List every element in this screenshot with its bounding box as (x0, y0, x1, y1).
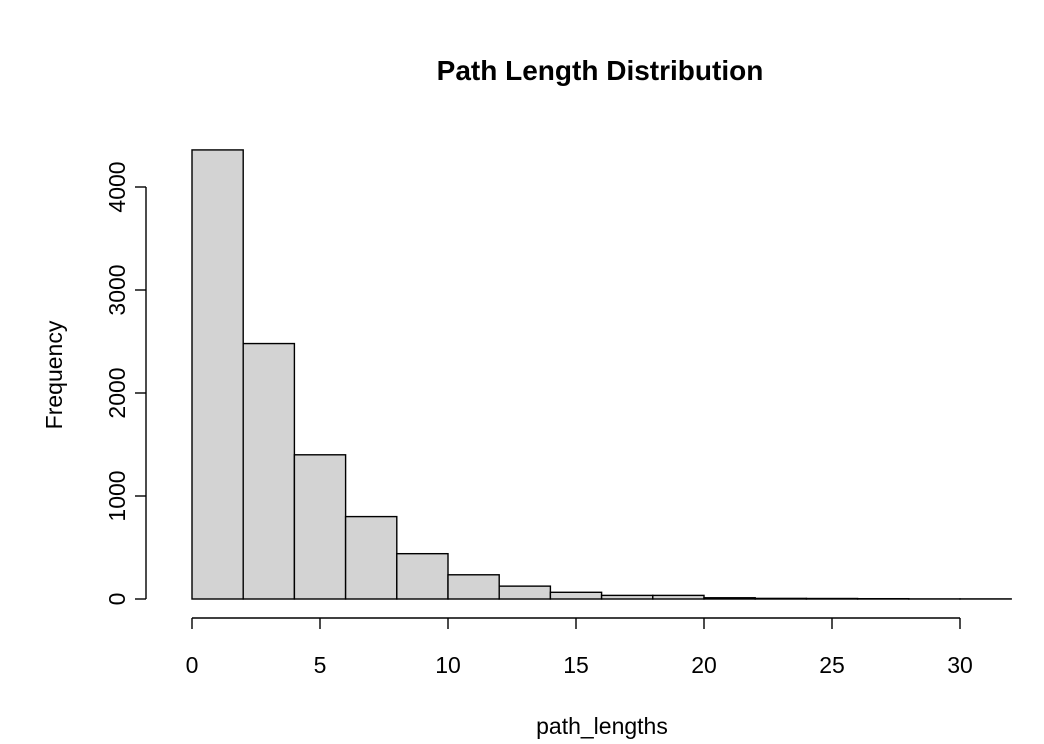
y-tick-label: 3000 (104, 264, 130, 315)
histogram-bar-9 (600, 594, 654, 600)
x-axis: 0 5 10 15 20 25 30 (186, 617, 973, 678)
y-tick-label: 2000 (104, 367, 130, 418)
histogram-bar-4 (344, 515, 398, 600)
chart-title: Path Length Distribution (437, 55, 764, 86)
histogram-bar-2 (242, 342, 296, 600)
x-tick-label: 5 (314, 652, 327, 678)
histogram-bar-3 (293, 454, 347, 600)
x-tick-label: 15 (563, 652, 589, 678)
x-tick-label: 0 (186, 652, 199, 678)
histogram-bars (191, 149, 1012, 600)
histogram-bar-5 (396, 552, 449, 600)
histogram-bar-7 (498, 585, 552, 600)
x-axis-label: path_lengths (536, 713, 668, 739)
x-tick-label: 20 (691, 652, 717, 678)
x-tick-label: 10 (435, 652, 461, 678)
histogram-bar-1 (191, 149, 244, 600)
histogram-bar-8 (549, 591, 603, 600)
histogram-bar-10 (652, 594, 705, 600)
histogram-bar-11 (703, 597, 756, 600)
y-tick-label: 4000 (104, 161, 130, 212)
y-tick-label: 1000 (104, 470, 130, 521)
y-axis-label: Frequency (41, 320, 67, 429)
y-axis: 0 1000 2000 3000 4000 (104, 161, 147, 606)
y-tick-label: 0 (104, 593, 130, 606)
x-tick-label: 25 (819, 652, 845, 678)
histogram-bar-12 (754, 597, 808, 600)
x-tick-label: 30 (947, 652, 973, 678)
histogram-bar-6 (447, 574, 500, 600)
histogram-bar-13 (805, 597, 859, 600)
